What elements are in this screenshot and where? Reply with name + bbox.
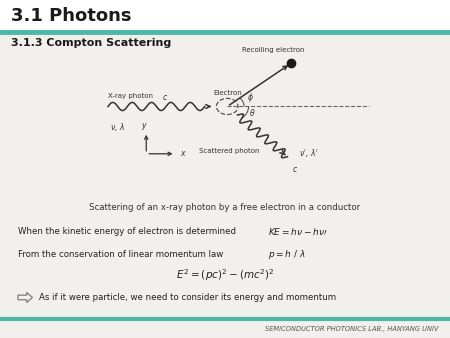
Text: Scattering of an x-ray photon by a free electron in a conductor: Scattering of an x-ray photon by a free … bbox=[90, 203, 360, 212]
Text: $\nu$, $\lambda$: $\nu$, $\lambda$ bbox=[110, 121, 125, 133]
FancyBboxPatch shape bbox=[0, 0, 450, 32]
Text: $c$: $c$ bbox=[292, 165, 298, 174]
Text: SEMICONDUCTOR PHOTONICS LAB., HANYANG UNIV: SEMICONDUCTOR PHOTONICS LAB., HANYANG UN… bbox=[265, 325, 439, 332]
Text: $KE = h\nu - h\nu\prime$: $KE = h\nu - h\nu\prime$ bbox=[268, 226, 327, 237]
Text: 3.1.3 Compton Scattering: 3.1.3 Compton Scattering bbox=[11, 38, 171, 48]
Text: X-ray photon: X-ray photon bbox=[108, 93, 153, 99]
Text: $\theta$: $\theta$ bbox=[249, 107, 255, 118]
Text: $x$: $x$ bbox=[180, 149, 187, 158]
Text: When the kinetic energy of electron is determined: When the kinetic energy of electron is d… bbox=[18, 227, 236, 236]
Text: $p = h\ /\ \lambda$: $p = h\ /\ \lambda$ bbox=[268, 248, 306, 261]
Text: 3.1 Photons: 3.1 Photons bbox=[11, 7, 132, 25]
Text: $c$: $c$ bbox=[162, 93, 168, 102]
Text: Recoiling electron: Recoiling electron bbox=[242, 47, 304, 53]
Polygon shape bbox=[18, 292, 32, 303]
Text: Scattered photon: Scattered photon bbox=[199, 148, 259, 154]
Text: $y$: $y$ bbox=[140, 121, 148, 132]
Text: Electron: Electron bbox=[213, 90, 242, 96]
Text: From the conservation of linear momentum law: From the conservation of linear momentum… bbox=[18, 250, 223, 259]
Text: As if it were particle, we need to consider its energy and momentum: As if it were particle, we need to consi… bbox=[39, 293, 336, 302]
Text: $E^{2}=(pc)^{2}-(mc^{2})^{2}$: $E^{2}=(pc)^{2}-(mc^{2})^{2}$ bbox=[176, 268, 274, 283]
Text: $\phi$: $\phi$ bbox=[247, 91, 253, 104]
Text: $\nu'$, $\lambda'$: $\nu'$, $\lambda'$ bbox=[299, 147, 319, 159]
